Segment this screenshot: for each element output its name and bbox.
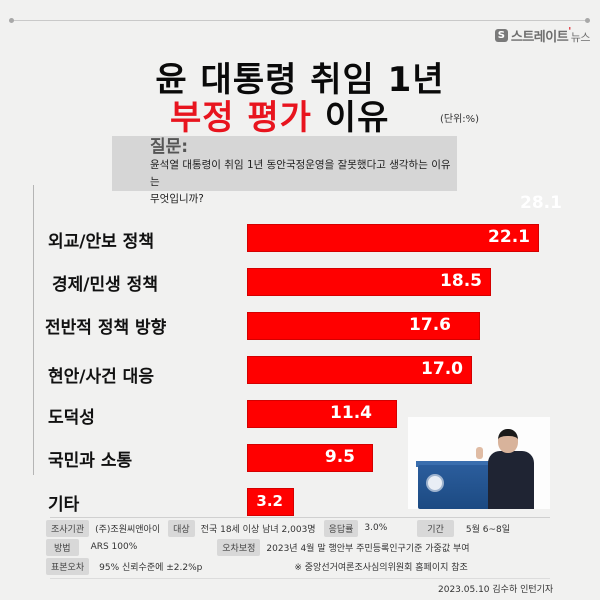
person-figure bbox=[488, 451, 534, 509]
byline: 2023.05.10 김수하 인턴기자 bbox=[438, 585, 554, 595]
category-label: 국민과 소통 bbox=[48, 451, 133, 471]
method-value: ARS 100% bbox=[90, 542, 138, 552]
left-axis-line bbox=[33, 185, 34, 475]
target-tag: 대상 bbox=[168, 519, 195, 537]
weighting-value: 2023년 4월 말 행안부 주민등록인구기준 가중값 부여 bbox=[266, 543, 470, 554]
category-label: 현안/사건 대응 bbox=[48, 367, 154, 387]
bar-value: 9.5 bbox=[324, 447, 355, 467]
bar-value: 17.6 bbox=[409, 315, 451, 335]
bar: 22.1 bbox=[247, 224, 539, 252]
top-divider bbox=[9, 18, 590, 23]
reference-note: ※ 중앙선거여론조사심의위원회 홈페이지 참조 bbox=[294, 562, 468, 573]
raised-hand bbox=[476, 447, 483, 459]
category-label: 전반적 정책 방향 bbox=[45, 318, 167, 338]
unit-label: (단위:%) bbox=[440, 114, 480, 125]
period-tag: 기간 bbox=[417, 519, 454, 537]
period-value: 5월 6~8일 bbox=[465, 524, 510, 535]
person-head bbox=[498, 429, 518, 453]
category-label: 도덕성 bbox=[48, 408, 95, 428]
response-rate-tag: 응답률 bbox=[323, 519, 359, 537]
logo-small: 뉴스 bbox=[570, 30, 591, 44]
title-highlight: 부정 평가 bbox=[170, 98, 312, 138]
survey-row-3: 표본오차 95% 신뢰수준에 ±2.2%p ※ 중앙선거여론조사심의위원회 홈페… bbox=[46, 557, 476, 575]
bar: 11.4 bbox=[247, 400, 397, 428]
bar-value: 17.0 bbox=[421, 359, 463, 379]
question-line1: 윤석열 대통령이 취임 1년 동안국정운영을 잘못했다고 생각하는 이유는 bbox=[150, 159, 451, 188]
president-photo bbox=[408, 417, 550, 509]
logo-main: 스트레이트 bbox=[510, 29, 569, 45]
sampling-error-tag: 표본오차 bbox=[46, 557, 90, 575]
footer-divider bbox=[50, 578, 550, 579]
category-label: 기타 bbox=[48, 495, 80, 515]
weighting-tag: 오차보정 bbox=[217, 538, 261, 556]
question-label: 질문: bbox=[150, 137, 189, 157]
logo-icon: S bbox=[494, 28, 508, 42]
chart-title-line1: 윤 대통령 취임 1년 bbox=[155, 60, 445, 100]
sampling-error-value: 95% 신뢰수준에 ±2.2%p bbox=[99, 562, 203, 573]
bar: 18.5 bbox=[247, 268, 491, 296]
logo-text: 스트레이트'뉴스 bbox=[510, 25, 591, 45]
ghost-value-label: 28.1 bbox=[520, 193, 562, 213]
podium-top bbox=[416, 461, 498, 467]
bar-value: 11.4 bbox=[330, 403, 372, 423]
chart-bottom-divider bbox=[50, 517, 550, 518]
survey-org-tag: 조사기관 bbox=[46, 519, 90, 537]
bar: 17.0 bbox=[247, 356, 472, 384]
category-label: 경제/민생 정책 bbox=[52, 275, 158, 295]
method-tag: 방법 bbox=[46, 538, 79, 556]
bar: 3.2 bbox=[247, 488, 294, 516]
question-box: 질문: 윤석열 대통령이 취임 1년 동안국정운영을 잘못했다고 생각하는 이유… bbox=[112, 136, 457, 205]
bar-value: 22.1 bbox=[488, 227, 530, 247]
bar: 9.5 bbox=[247, 444, 373, 472]
category-label: 외교/안보 정책 bbox=[48, 232, 154, 252]
chart-title-line2: 부정 평가 이유 bbox=[170, 90, 389, 139]
survey-row-2: 방법 ARS 100% 오차보정 2023년 4월 말 행안부 주민등록인구기준… bbox=[46, 538, 478, 556]
question-line2: 무엇입니까? bbox=[150, 193, 204, 205]
response-rate-value: 3.0% bbox=[364, 523, 388, 533]
target-value: 전국 18세 이상 남녀 2,003명 bbox=[200, 524, 316, 535]
brand-logo: S 스트레이트'뉴스 bbox=[494, 25, 591, 45]
logo-tick: ' bbox=[568, 25, 571, 37]
presidential-seal-icon bbox=[426, 474, 444, 492]
survey-org-value: (주)조원씨앤아이 bbox=[95, 524, 161, 535]
survey-row-1: 조사기관 (주)조원씨앤아이 대상 전국 18세 이상 남녀 2,003명 응답… bbox=[46, 519, 518, 537]
title-suffix: 이유 bbox=[311, 98, 390, 138]
bar-value: 18.5 bbox=[440, 271, 482, 291]
bar: 17.6 bbox=[247, 312, 480, 340]
bar-value: 3.2 bbox=[256, 492, 283, 510]
